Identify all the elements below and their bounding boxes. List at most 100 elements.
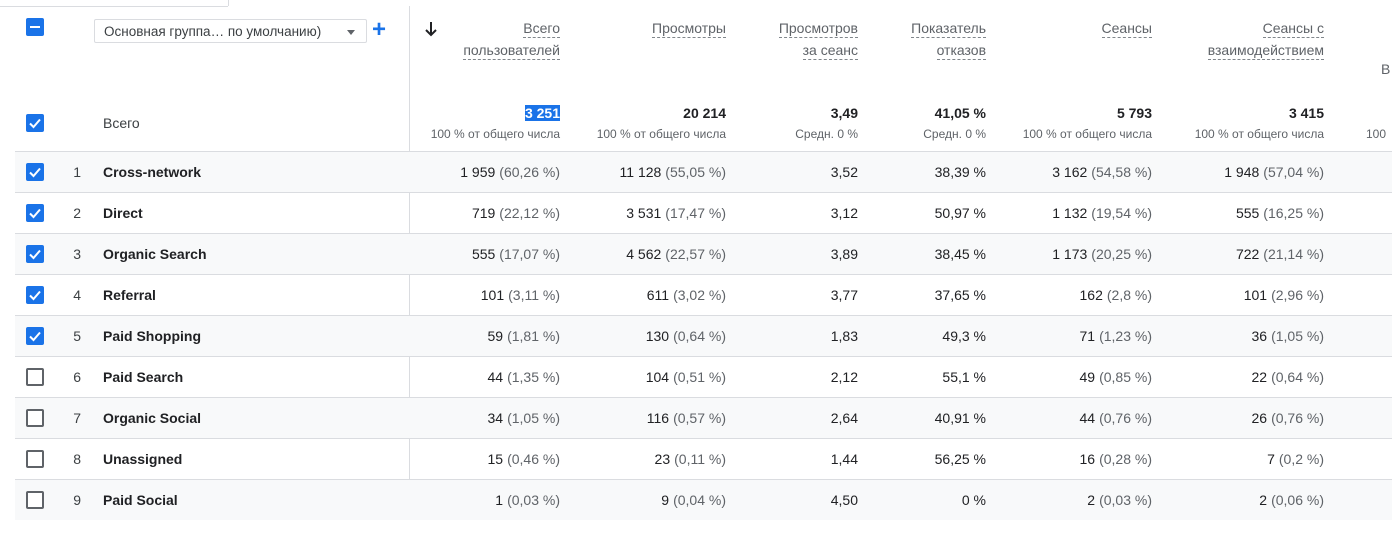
column-header-2[interactable]: Просмотры	[576, 18, 726, 40]
metric-percent: (16,25 %)	[1263, 205, 1324, 221]
table-row[interactable]: 7 Organic Social 34 (1,05 %) 116 (0,57 %) 2,64…	[15, 397, 1392, 438]
row-index: 7	[73, 410, 81, 426]
row-metric-views: 104 (0,51 %)	[576, 357, 726, 398]
table-row[interactable]: 9 Paid Social 1 (0,03 %) 9 (0,04 %) 4,50 0 % 2 (0…	[15, 479, 1392, 520]
row-metric-sessions: 16 (0,28 %)	[1002, 439, 1153, 480]
metric-percent: (1,81 %)	[507, 328, 560, 344]
table-row[interactable]: 3 Organic Search 555 (17,07 %) 4 562 (22,57 %…	[15, 233, 1392, 274]
metric-percent: (0,64 %)	[673, 328, 726, 344]
column-header-1[interactable]: Всего пользователей	[410, 18, 560, 62]
row-metric-vps: 3,89	[738, 234, 858, 275]
arrow-down-icon[interactable]	[423, 20, 439, 38]
row-metric-engaged: 1 948 (57,04 %)	[1164, 152, 1324, 193]
total-value-text: 20 214	[683, 105, 726, 121]
row-channel-name: Paid Shopping	[103, 328, 201, 344]
row-checkbox[interactable]	[26, 368, 44, 386]
column-header-line1: Показатель	[911, 20, 986, 38]
metric-value: 101	[1243, 287, 1268, 303]
total-value-text: 41,05 %	[934, 105, 986, 121]
metric-value: 49	[1079, 369, 1096, 385]
metric-percent: (1,05 %)	[507, 410, 560, 426]
row-metric-sessions: 3 162 (54,58 %)	[1002, 152, 1152, 193]
row-metric-vps: 3,52	[738, 152, 858, 193]
metric-percent: (0,03 %)	[1099, 492, 1152, 508]
row-metric-sessions: 44 (0,76 %)	[1002, 398, 1153, 439]
row-metric-views: 3 531 (17,47 %)	[576, 193, 726, 234]
column-header-6[interactable]: Сеансы с взаимодействием	[1164, 18, 1324, 62]
table-row[interactable]: 4 Referral 101 (3,11 %) 611 (3,02 %) 3,77 37,65…	[15, 274, 1392, 315]
total-value-text: 3 415	[1288, 105, 1324, 121]
top-tab-underline	[0, 0, 228, 7]
row-index: 1	[73, 164, 81, 180]
totals-checkbox[interactable]	[26, 114, 44, 132]
row-metric-bounce: 50,97 %	[866, 193, 986, 234]
row-metric-bounce: 38,45 %	[866, 234, 986, 275]
row-metric-views: 116 (0,57 %)	[576, 398, 726, 439]
row-metric-engaged: 2 (0,06 %)	[1164, 480, 1324, 521]
column-header-5[interactable]: Сеансы	[1002, 18, 1152, 40]
metric-value: 11 128	[619, 164, 662, 180]
metric-value: 3,12	[830, 205, 858, 221]
plus-icon[interactable]: +	[372, 16, 387, 43]
row-metric-users: 34 (1,05 %)	[410, 398, 561, 439]
metric-value: 16	[1079, 451, 1096, 467]
metric-value: 611	[646, 287, 670, 303]
metric-percent: (2,96 %)	[1271, 287, 1324, 303]
column-header-line1: Просмотров	[778, 20, 858, 38]
metric-percent: (1,23 %)	[1099, 328, 1152, 344]
row-metric-users: 719 (22,12 %)	[410, 193, 560, 234]
row-checkbox[interactable]	[26, 327, 44, 345]
row-index: 2	[73, 205, 81, 221]
table-row[interactable]: 8 Unassigned 15 (0,46 %) 23 (0,11 %) 1,44 56,25…	[15, 438, 1392, 479]
metric-percent: (17,07 %)	[499, 246, 560, 262]
row-metric-engaged: 7 (0,2 %)	[1164, 439, 1324, 480]
row-checkbox[interactable]	[26, 450, 44, 468]
table-row[interactable]: 2 Direct 719 (22,12 %) 3 531 (17,47 %) 3,12 50,…	[15, 192, 1392, 233]
row-checkbox[interactable]	[26, 491, 44, 509]
metric-value: 719	[471, 205, 496, 221]
row-metric-sessions: 162 (2,8 %)	[1002, 275, 1152, 316]
metric-value: 7	[1267, 451, 1275, 467]
row-metric-bounce: 38,39 %	[866, 152, 986, 193]
row-checkbox[interactable]	[26, 409, 44, 427]
metric-value: 38,39 %	[934, 164, 986, 180]
row-channel-name: Paid Search	[103, 369, 184, 385]
row-channel-name: Direct	[103, 205, 143, 221]
metric-value: 3,89	[830, 246, 858, 262]
metric-percent: (55,05 %)	[665, 164, 726, 180]
row-metric-bounce: 56,25 %	[866, 439, 986, 480]
row-metric-users: 1 (0,03 %)	[410, 480, 560, 521]
metric-percent: (3,11 %)	[508, 287, 560, 303]
metric-percent: (21,14 %)	[1263, 246, 1324, 262]
row-metric-users: 555 (17,07 %)	[410, 234, 560, 275]
column-header-3[interactable]: Просмотров за сеанс	[738, 18, 858, 62]
table-row[interactable]: 5 Paid Shopping 59 (1,81 %) 130 (0,64 %) 1,83 4…	[15, 315, 1392, 356]
metric-value: 50,97 %	[934, 205, 986, 221]
row-checkbox[interactable]	[26, 286, 44, 304]
dimension-dropdown[interactable]: Основная группа… по умолчанию)	[94, 19, 367, 43]
table-row[interactable]: 6 Paid Search 44 (1,35 %) 104 (0,51 %) 2,12 55,…	[15, 356, 1392, 397]
metric-value: 23	[654, 451, 671, 467]
metric-value: 555	[471, 246, 496, 262]
minus-icon	[30, 26, 40, 28]
row-metric-sessions: 2 (0,03 %)	[1002, 480, 1152, 521]
column-header-4[interactable]: Показатель отказов	[866, 18, 986, 62]
check-icon	[29, 167, 41, 178]
row-metric-bounce: 40,91 %	[866, 398, 986, 439]
column-header-line2: отказов	[936, 42, 986, 60]
select-all-indeterminate-checkbox[interactable]	[26, 18, 44, 36]
metric-percent: (0,76 %)	[1099, 410, 1152, 426]
column-header-line2: пользователей	[463, 42, 560, 60]
total-value-text: 5 793	[1116, 105, 1152, 121]
row-checkbox[interactable]	[26, 204, 44, 222]
metric-value: 130	[645, 328, 670, 344]
table-row[interactable]: 1 Cross-network 1 959 (60,26 %) 11 128 (55,05…	[15, 151, 1392, 192]
row-checkbox[interactable]	[26, 163, 44, 181]
column-header-line1: Сеансы	[1101, 20, 1152, 38]
metric-value: 38,45 %	[934, 246, 986, 262]
row-channel-name: Paid Social	[103, 492, 178, 508]
row-metric-engaged: 555 (16,25 %)	[1164, 193, 1324, 234]
metric-value: 2,12	[830, 369, 858, 385]
row-checkbox[interactable]	[26, 245, 44, 263]
truncated-total-sub: 100	[1366, 127, 1387, 141]
